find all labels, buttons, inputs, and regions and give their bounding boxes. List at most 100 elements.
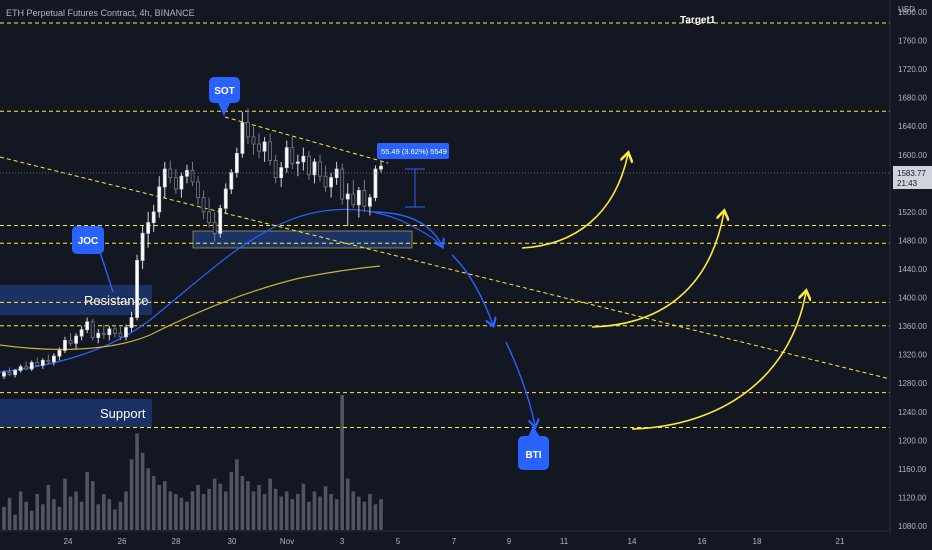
volume-bar bbox=[101, 494, 106, 530]
candle bbox=[101, 324, 106, 339]
time-tick-label: 21 bbox=[836, 537, 845, 546]
price-tick-label: 1800.00 bbox=[898, 8, 927, 17]
price-axis-ticks: 1800.00 1760.00 1720.00 1680.00 1640.00 1600.… bbox=[898, 8, 927, 531]
volume-bar bbox=[7, 497, 12, 530]
volume-bar bbox=[24, 501, 28, 530]
volume-bar bbox=[334, 499, 339, 530]
volume-bar bbox=[2, 506, 6, 530]
volume-bar bbox=[301, 483, 306, 530]
moving-average-slow bbox=[0, 265, 381, 351]
time-axis-ticks: 24 26 28 30 Nov 3 5 7 9 11 14 16 18 21 bbox=[64, 537, 845, 546]
candle bbox=[57, 347, 62, 361]
candle bbox=[356, 186, 361, 218]
price-tick-label: 1080.00 bbox=[898, 522, 927, 531]
candle bbox=[373, 165, 378, 202]
volume-bar bbox=[140, 452, 145, 530]
volume-bar bbox=[273, 488, 278, 530]
candle bbox=[234, 147, 239, 178]
current-price-badge: 1583.77 21:43 bbox=[893, 166, 932, 189]
volume-bar bbox=[18, 491, 23, 530]
volume-bar bbox=[373, 504, 378, 530]
volume-bar bbox=[46, 485, 51, 530]
projection-arrow-3 bbox=[505, 341, 535, 426]
volume-bar bbox=[368, 494, 372, 530]
volume-bar bbox=[329, 494, 333, 530]
time-tick-label: 30 bbox=[228, 537, 237, 546]
volume-bar bbox=[212, 478, 217, 530]
candle bbox=[284, 140, 289, 173]
support-label: Support bbox=[100, 406, 146, 421]
candle bbox=[201, 190, 206, 220]
volume-bar bbox=[379, 499, 383, 530]
price-tick-label: 1240.00 bbox=[898, 408, 927, 417]
volume-bar bbox=[196, 485, 200, 530]
candle bbox=[18, 364, 23, 373]
price-tick-label: 1440.00 bbox=[898, 265, 927, 274]
price-axis[interactable] bbox=[890, 0, 932, 550]
candle bbox=[368, 194, 372, 216]
candle bbox=[257, 133, 261, 159]
volume-bar bbox=[279, 496, 284, 530]
time-axis[interactable] bbox=[0, 531, 890, 550]
candle bbox=[240, 111, 245, 158]
volume-bar bbox=[218, 483, 223, 530]
candle bbox=[162, 161, 167, 198]
time-tick-label: 11 bbox=[560, 537, 569, 546]
candle bbox=[135, 254, 139, 321]
resistance-label: Resistance bbox=[84, 293, 148, 308]
svg-text:21:43: 21:43 bbox=[897, 179, 918, 188]
time-tick-label: 16 bbox=[698, 537, 707, 546]
svg-text:JOC: JOC bbox=[78, 236, 99, 247]
candle bbox=[279, 161, 284, 187]
volume-bar bbox=[312, 491, 317, 530]
moving-average-fast bbox=[0, 208, 441, 373]
target-arrow-3 bbox=[631, 292, 806, 430]
price-tick-label: 1640.00 bbox=[898, 122, 927, 131]
candle bbox=[7, 367, 12, 377]
volume-bar bbox=[162, 481, 167, 530]
candle bbox=[129, 311, 134, 332]
volume-bar bbox=[357, 496, 361, 530]
price-tick-label: 1320.00 bbox=[898, 351, 927, 360]
volume-bar bbox=[340, 395, 344, 530]
target-label: Target1 bbox=[680, 15, 716, 26]
price-tick-label: 1720.00 bbox=[898, 65, 927, 74]
target-arrow-2 bbox=[591, 212, 724, 328]
candle bbox=[329, 172, 334, 198]
svg-text:1583.77: 1583.77 bbox=[897, 169, 926, 178]
candle bbox=[13, 368, 17, 378]
time-tick-label: 3 bbox=[340, 537, 345, 546]
price-tick-label: 1200.00 bbox=[898, 436, 927, 445]
candle bbox=[112, 324, 117, 338]
candle bbox=[207, 197, 212, 228]
price-tick-label: 1160.00 bbox=[898, 465, 927, 474]
candle bbox=[168, 160, 173, 184]
candles bbox=[2, 108, 383, 379]
measure-tool: 55.49 (3.62%) 5549 bbox=[377, 143, 449, 208]
price-tick-label: 1360.00 bbox=[898, 322, 927, 331]
price-tick-label: 1120.00 bbox=[898, 493, 927, 502]
time-tick-label: 14 bbox=[628, 537, 637, 546]
candle bbox=[190, 161, 195, 187]
candle bbox=[262, 136, 267, 162]
candle bbox=[2, 370, 6, 379]
volume-bar bbox=[157, 485, 162, 530]
time-tick-label: 7 bbox=[452, 537, 457, 546]
candle bbox=[157, 176, 162, 218]
candle bbox=[107, 326, 112, 341]
volume-bar bbox=[362, 501, 367, 530]
time-tick-label: 5 bbox=[396, 537, 401, 546]
bti-callout: BTI bbox=[518, 426, 549, 470]
volume-bar bbox=[118, 501, 123, 530]
price-tick-label: 1400.00 bbox=[898, 294, 927, 303]
volume-bar bbox=[284, 491, 289, 530]
volume-bar bbox=[179, 497, 184, 530]
candle bbox=[323, 165, 328, 192]
candle bbox=[312, 158, 317, 184]
candle bbox=[46, 354, 51, 365]
volume-bar bbox=[135, 433, 139, 530]
svg-text:BTI: BTI bbox=[525, 450, 541, 461]
sot-callout: SOT bbox=[209, 77, 240, 116]
volume-bar bbox=[257, 485, 261, 530]
